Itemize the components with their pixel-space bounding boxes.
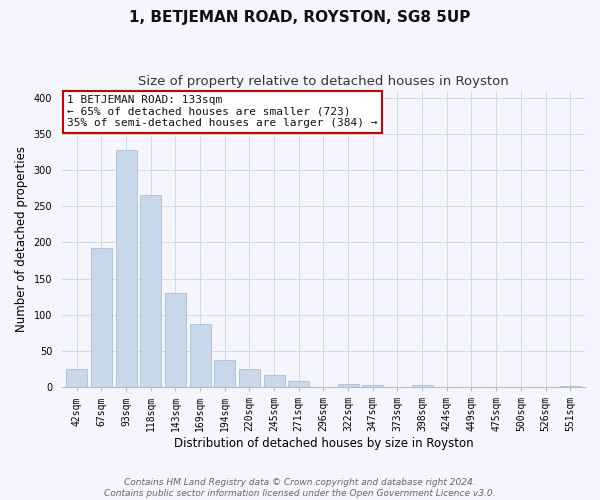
- Bar: [412, 385, 433, 387]
- Bar: [116, 150, 137, 387]
- Bar: [239, 369, 260, 387]
- Bar: [263, 375, 284, 387]
- X-axis label: Distribution of detached houses by size in Royston: Distribution of detached houses by size …: [173, 437, 473, 450]
- Bar: [165, 293, 186, 387]
- Title: Size of property relative to detached houses in Royston: Size of property relative to detached ho…: [138, 75, 509, 88]
- Bar: [362, 385, 383, 387]
- Bar: [214, 360, 235, 387]
- Bar: [190, 324, 211, 387]
- Text: 1 BETJEMAN ROAD: 133sqm
← 65% of detached houses are smaller (723)
35% of semi-d: 1 BETJEMAN ROAD: 133sqm ← 65% of detache…: [67, 95, 377, 128]
- Bar: [560, 386, 581, 387]
- Bar: [338, 384, 359, 387]
- Y-axis label: Number of detached properties: Number of detached properties: [15, 146, 28, 332]
- Bar: [91, 248, 112, 387]
- Bar: [288, 382, 309, 387]
- Bar: [140, 196, 161, 387]
- Bar: [66, 369, 87, 387]
- Text: Contains HM Land Registry data © Crown copyright and database right 2024.
Contai: Contains HM Land Registry data © Crown c…: [104, 478, 496, 498]
- Text: 1, BETJEMAN ROAD, ROYSTON, SG8 5UP: 1, BETJEMAN ROAD, ROYSTON, SG8 5UP: [130, 10, 470, 25]
